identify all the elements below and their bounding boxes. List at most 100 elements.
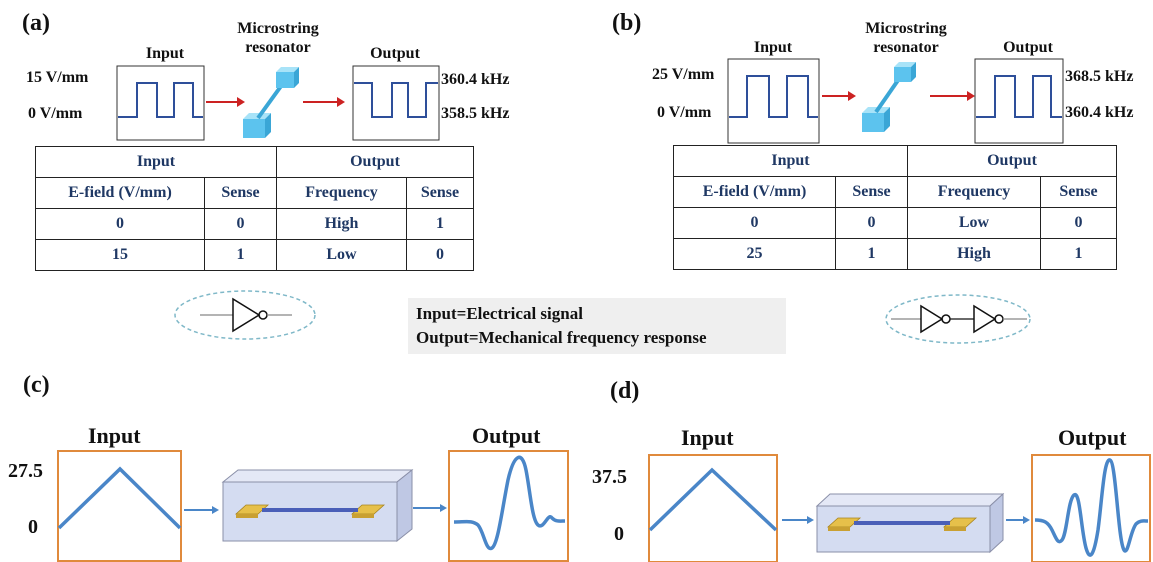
microstring-device-icon <box>815 492 1005 554</box>
resonator-title-line1: Microstring <box>865 20 947 37</box>
gate-b-ellipse <box>885 294 1031 344</box>
panel-d-input-box <box>648 454 778 562</box>
panel-a-input-title: Input <box>145 45 185 62</box>
table-cell: 1 <box>405 208 475 240</box>
microstring-device-icon <box>221 468 414 543</box>
table-header: Sense <box>835 176 908 208</box>
panel-c-y-min: 0 <box>28 516 38 538</box>
panel-c-input-box <box>57 450 182 562</box>
table-cell: Low <box>907 207 1041 239</box>
table-cell: 1 <box>204 239 277 271</box>
panel-d-arrow-1-head <box>807 516 814 524</box>
panel-c-output-wave <box>453 455 566 551</box>
table-header: Frequency <box>276 177 407 209</box>
panel-c-input-triangle-wave <box>57 466 182 530</box>
panel-b-input-low: 0 V/mm <box>657 104 712 121</box>
table-header: Frequency <box>907 176 1041 208</box>
panel-c-output-box <box>448 450 569 562</box>
table-cell: 25 <box>673 238 836 270</box>
panel-c-output-title: Output <box>472 423 541 448</box>
table-group-output: Output <box>275 146 475 178</box>
legend-box: Input=Electrical signal Output=Mechanica… <box>408 298 786 354</box>
table-row: Input Output <box>35 146 475 178</box>
table-group-input: Input <box>35 146 277 178</box>
panel-a-input-box <box>116 65 205 141</box>
panel-d-output-wave <box>1034 458 1149 557</box>
microstring-resonator-icon <box>862 62 916 132</box>
panel-d-y-min: 0 <box>614 523 624 545</box>
panel-c-label: (c) <box>23 372 50 398</box>
panel-b-input-signal <box>729 75 818 118</box>
panel-c-arrow-2-head <box>440 504 447 512</box>
panel-a-input-low: 0 V/mm <box>28 105 83 122</box>
panel-a-output-signal <box>354 82 438 118</box>
panel-d-arrow-2-head <box>1023 516 1030 524</box>
table-header: E-field (V/mm) <box>35 177 205 209</box>
panel-b-arrow-2-head <box>967 91 975 101</box>
gate-a-ellipse <box>174 290 316 340</box>
panel-c-arrow-1-head <box>212 506 219 514</box>
table-cell: 1 <box>1039 238 1118 270</box>
panel-c-y-max: 27.5 <box>8 460 43 482</box>
panel-b-output-high: 368.5 kHz <box>1065 68 1134 85</box>
table-row: 0 0 Low 0 <box>673 207 1118 239</box>
table-cell: 0 <box>35 208 205 240</box>
panel-d-output-title: Output <box>1058 425 1127 450</box>
panel-c-input-title: Input <box>88 423 141 448</box>
table-header: E-field (V/mm) <box>673 176 836 208</box>
panel-b-output-title: Output <box>1003 39 1053 56</box>
panel-b-truth-table: Input Output E-field (V/mm) Sense Freque… <box>673 145 1118 270</box>
panel-d-y-max: 37.5 <box>592 466 627 488</box>
panel-b-input-box <box>727 58 820 144</box>
panel-b-output-signal <box>976 75 1062 118</box>
panel-a-output-high: 360.4 kHz <box>441 71 510 88</box>
table-cell: 0 <box>405 239 475 271</box>
legend-line-output: Output=Mechanical frequency response <box>416 328 707 347</box>
panel-a-resonator-title: Microstring resonator <box>228 19 328 57</box>
panel-a-output-low: 358.5 kHz <box>441 105 510 122</box>
panel-a-truth-table: Input Output E-field (V/mm) Sense Freque… <box>35 146 475 271</box>
legend-line-input: Input=Electrical signal <box>416 304 583 323</box>
table-row: 0 0 High 1 <box>35 208 475 240</box>
panel-b-output-low: 360.4 kHz <box>1065 104 1134 121</box>
panel-d-output-box <box>1031 454 1151 562</box>
resonator-title-line2: resonator <box>873 39 939 56</box>
table-cell: Low <box>276 239 407 271</box>
panel-d-label: (d) <box>610 378 640 404</box>
buffer-double-inverter-icon <box>891 304 1027 334</box>
table-header: Sense <box>1039 176 1118 208</box>
panel-b-output-box <box>974 58 1064 144</box>
not-gate-icon <box>200 297 292 333</box>
panel-b-input-high: 25 V/mm <box>652 66 715 83</box>
panel-b-arrow-1-head <box>848 91 856 101</box>
panel-a-arrow-1-head <box>237 97 245 107</box>
table-row: E-field (V/mm) Sense Frequency Sense <box>673 176 1118 208</box>
table-row: E-field (V/mm) Sense Frequency Sense <box>35 177 475 209</box>
microstring-resonator-icon <box>243 67 299 138</box>
panel-b-input-title: Input <box>753 39 793 56</box>
panel-d-input-triangle-wave <box>648 467 778 532</box>
table-row: 25 1 High 1 <box>673 238 1118 270</box>
table-cell: 0 <box>1039 207 1118 239</box>
panel-a-output-box <box>352 65 440 141</box>
resonator-title-line2: resonator <box>245 39 311 56</box>
table-cell: 15 <box>35 239 205 271</box>
table-row: 15 1 Low 0 <box>35 239 475 271</box>
panel-b-label: (b) <box>612 10 642 36</box>
panel-a-output-title: Output <box>370 45 420 62</box>
table-group-output: Output <box>906 145 1118 177</box>
panel-a-label: (a) <box>22 10 50 36</box>
panel-a-arrow-2-head <box>337 97 345 107</box>
panel-a-input-signal <box>118 82 203 118</box>
table-cell: 1 <box>835 238 908 270</box>
panel-a-input-high: 15 V/mm <box>26 69 89 86</box>
panel-b-resonator-title: Microstring resonator <box>856 19 956 57</box>
table-cell: 0 <box>673 207 836 239</box>
panel-d-input-title: Input <box>681 425 734 450</box>
resonator-title-line1: Microstring <box>237 20 319 37</box>
table-cell: High <box>907 238 1041 270</box>
